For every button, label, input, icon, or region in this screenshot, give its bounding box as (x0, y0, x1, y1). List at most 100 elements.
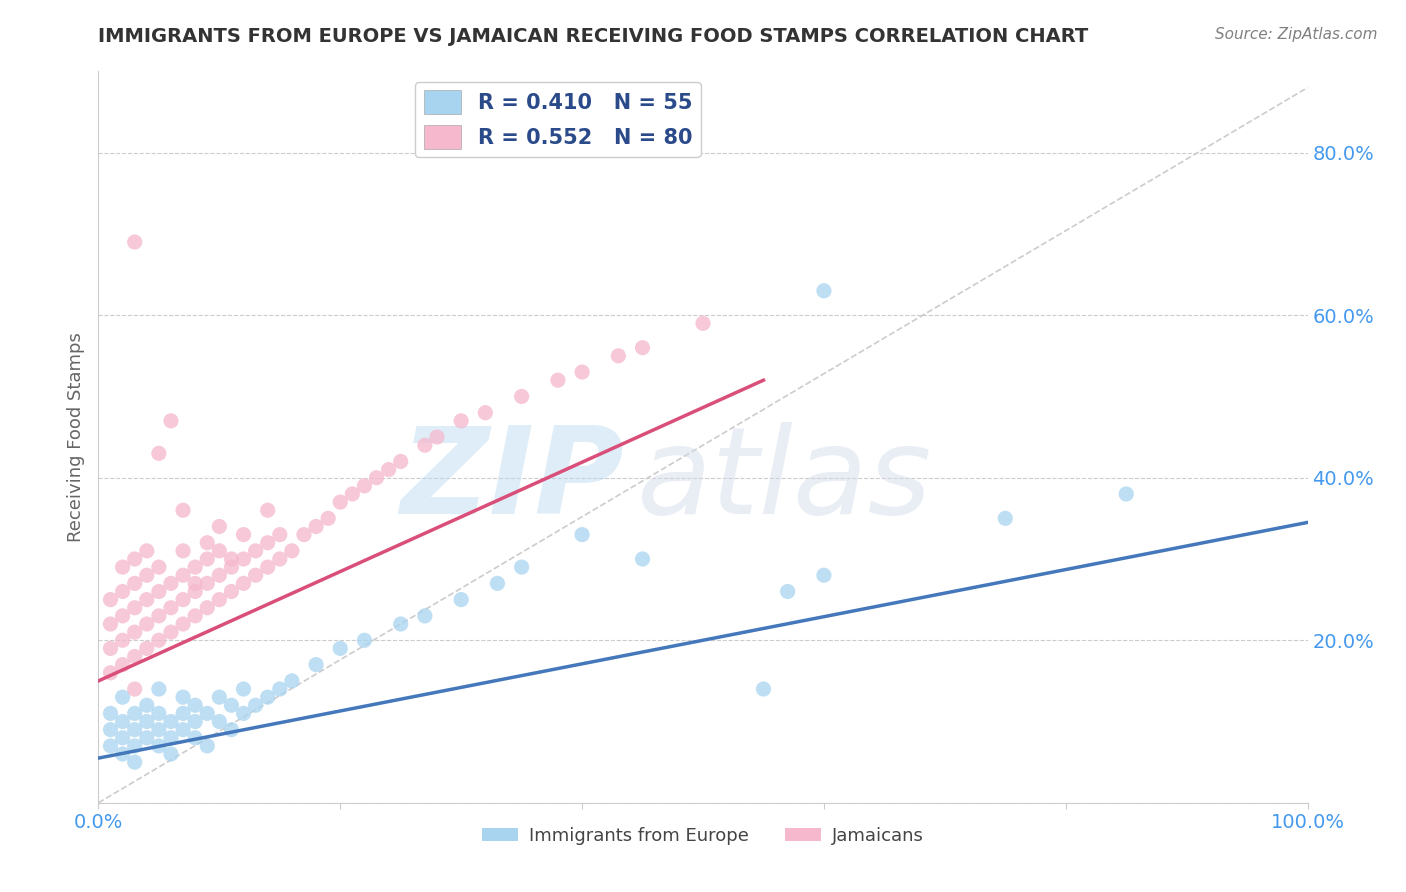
Point (100, 706, 122, 721)
Text: ZIP: ZIP (401, 423, 624, 540)
Point (366, 471, 388, 485)
Point (111, 560, 134, 574)
Point (124, 576, 146, 591)
Point (413, 438, 436, 452)
Point (316, 511, 339, 525)
Point (160, 731, 183, 745)
Point (148, 739, 170, 753)
Point (776, 584, 799, 599)
Legend: Immigrants from Europe, Jamaicans: Immigrants from Europe, Jamaicans (475, 820, 931, 852)
Point (752, 681, 775, 696)
Text: atlas: atlas (637, 423, 932, 540)
Point (221, 723, 243, 737)
Point (124, 600, 146, 615)
Point (111, 690, 134, 705)
Point (100, 641, 122, 656)
Point (172, 617, 194, 632)
Point (450, 414, 472, 428)
Point (245, 568, 267, 582)
Y-axis label: Receiving Food Stamps: Receiving Food Stamps (66, 332, 84, 542)
Point (160, 414, 183, 428)
Point (1115, 487, 1137, 501)
Text: Source: ZipAtlas.com: Source: ZipAtlas.com (1215, 27, 1378, 42)
Point (172, 690, 194, 705)
Point (100, 617, 122, 632)
Point (692, 316, 714, 330)
Point (184, 576, 207, 591)
Point (208, 690, 231, 705)
Point (245, 544, 267, 558)
Point (510, 560, 533, 574)
Point (184, 698, 207, 713)
Point (100, 665, 122, 680)
Point (172, 706, 194, 721)
Point (195, 552, 218, 566)
Point (232, 576, 254, 591)
Point (124, 625, 146, 640)
Point (148, 633, 170, 648)
Point (148, 560, 170, 574)
Point (450, 592, 472, 607)
Point (124, 739, 146, 753)
Point (342, 487, 364, 501)
Point (329, 641, 352, 656)
Point (232, 706, 254, 721)
Point (195, 600, 218, 615)
Point (232, 527, 254, 541)
Point (160, 625, 183, 640)
Point (148, 584, 170, 599)
Point (195, 576, 218, 591)
Point (281, 673, 304, 688)
Point (135, 592, 157, 607)
Point (353, 479, 375, 493)
Point (160, 576, 183, 591)
Point (148, 723, 170, 737)
Point (208, 592, 231, 607)
Point (160, 600, 183, 615)
Point (172, 592, 194, 607)
Text: IMMIGRANTS FROM EUROPE VS JAMAICAN RECEIVING FOOD STAMPS CORRELATION CHART: IMMIGRANTS FROM EUROPE VS JAMAICAN RECEI… (98, 27, 1088, 45)
Point (148, 681, 170, 696)
Point (377, 462, 399, 476)
Point (221, 584, 243, 599)
Point (111, 731, 134, 745)
Point (221, 552, 243, 566)
Point (607, 349, 630, 363)
Point (305, 519, 328, 533)
Point (305, 657, 328, 672)
Point (160, 747, 183, 761)
Point (195, 535, 218, 549)
Point (160, 714, 183, 729)
Point (353, 633, 375, 648)
Point (184, 714, 207, 729)
Point (208, 568, 231, 582)
Point (269, 527, 291, 541)
Point (111, 747, 134, 761)
Point (184, 731, 207, 745)
Point (256, 690, 278, 705)
Point (124, 723, 146, 737)
Point (124, 235, 146, 249)
Point (124, 552, 146, 566)
Point (195, 739, 218, 753)
Point (148, 706, 170, 721)
Point (172, 544, 194, 558)
Point (221, 698, 243, 713)
Point (195, 706, 218, 721)
Point (172, 503, 194, 517)
Point (389, 454, 412, 468)
Point (292, 527, 315, 541)
Point (184, 560, 207, 574)
Point (148, 446, 170, 460)
Point (135, 698, 157, 713)
Point (208, 714, 231, 729)
Point (245, 698, 267, 713)
Point (631, 341, 654, 355)
Point (474, 406, 496, 420)
Point (135, 714, 157, 729)
Point (111, 584, 134, 599)
Point (124, 755, 146, 769)
Point (571, 365, 593, 379)
Point (148, 608, 170, 623)
Point (426, 430, 449, 444)
